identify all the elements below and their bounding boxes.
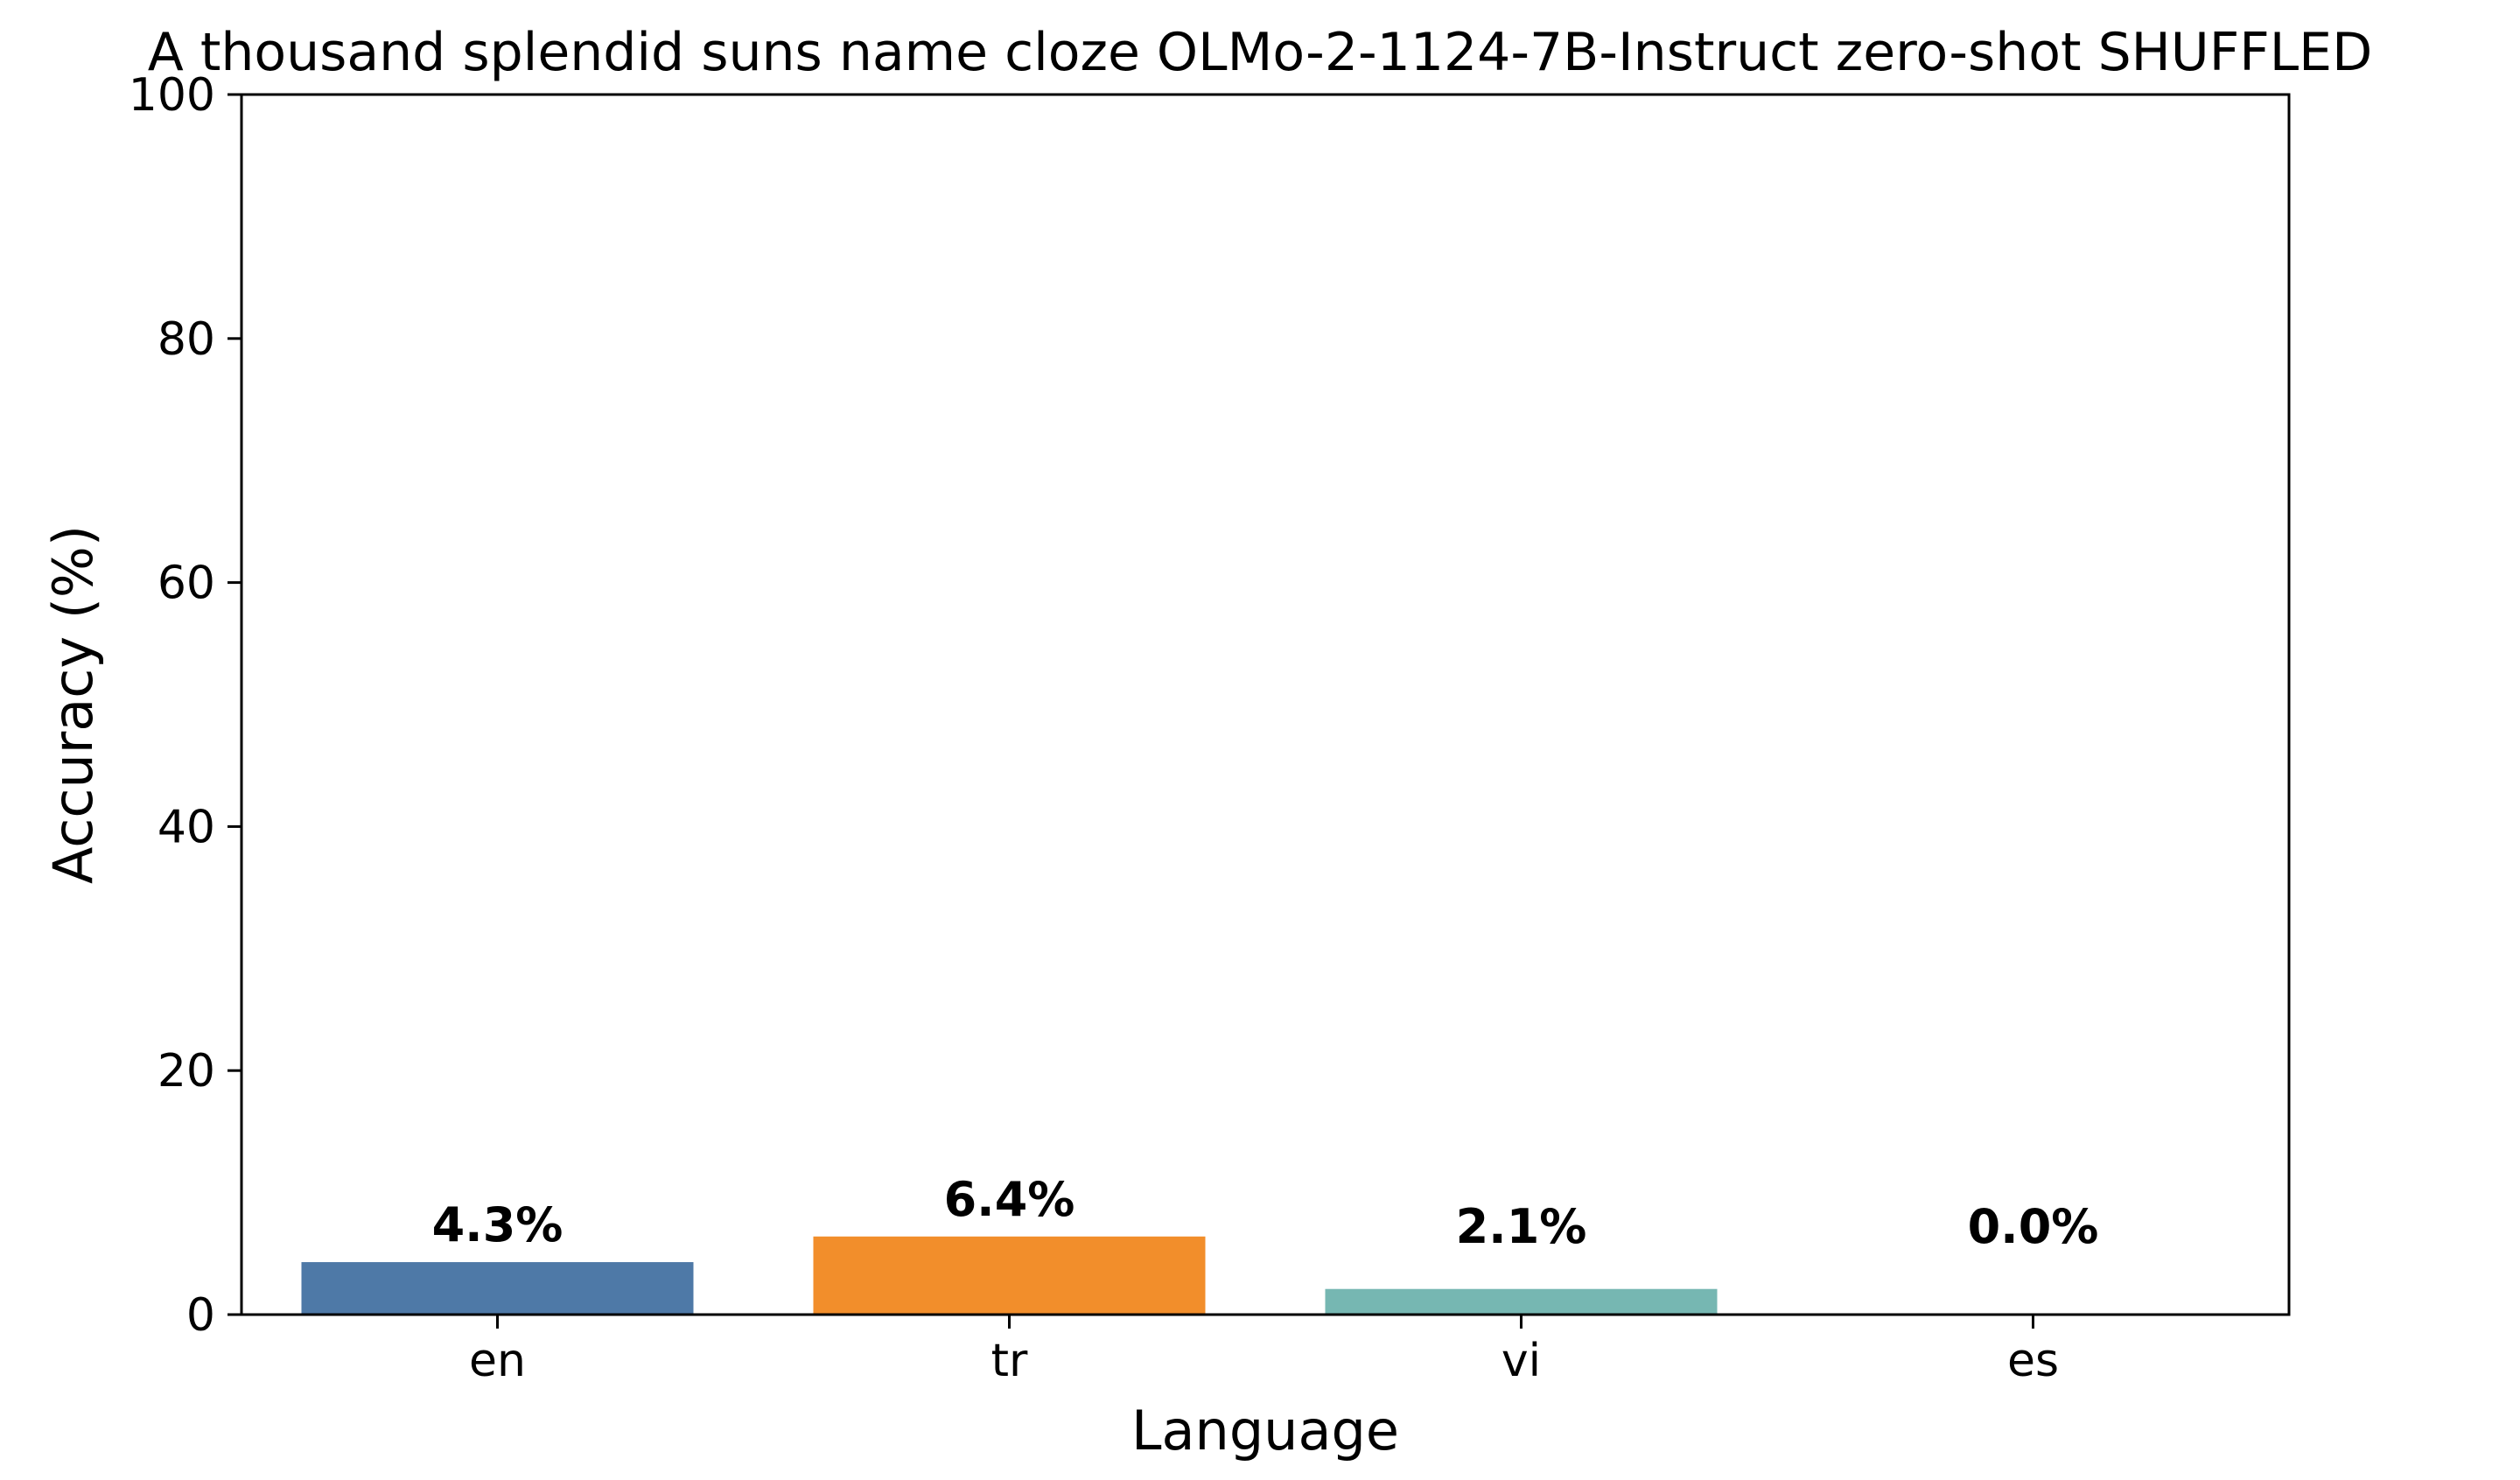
y-tick-label: 100 (129, 69, 215, 122)
data-label-es: 0.0% (1968, 1199, 2099, 1254)
x-tick-label-tr: tr (991, 1335, 1028, 1387)
axes-frame (240, 93, 2291, 1316)
y-tick-label: 80 (158, 313, 215, 366)
chart-title: A thousand splendid suns name cloze OLMo… (148, 22, 2373, 83)
x-tick-label-es: es (2007, 1335, 2059, 1387)
y-tick-label: 60 (158, 558, 215, 610)
bar-tr (813, 1236, 1206, 1315)
y-tick-label: 0 (186, 1289, 215, 1342)
y-axis-label: Accuracy (%) (41, 525, 105, 884)
y-tick-label: 20 (158, 1045, 215, 1098)
x-tick-label-en: en (469, 1335, 526, 1387)
data-label-vi: 2.1% (1456, 1199, 1587, 1254)
bar-en (301, 1262, 694, 1315)
data-label-tr: 6.4% (944, 1172, 1075, 1227)
plot-area: 0 20 40 60 80 100 en 4.3% tr 6.4% vi 2.1% es 0.0% (129, 69, 2099, 1387)
y-tick-label: 40 (158, 801, 215, 853)
x-tick-label-vi: vi (1502, 1335, 1541, 1387)
x-axis-label: Language (1131, 1399, 1399, 1462)
data-label-en: 4.3% (432, 1197, 564, 1252)
bar-vi (1325, 1288, 1718, 1315)
